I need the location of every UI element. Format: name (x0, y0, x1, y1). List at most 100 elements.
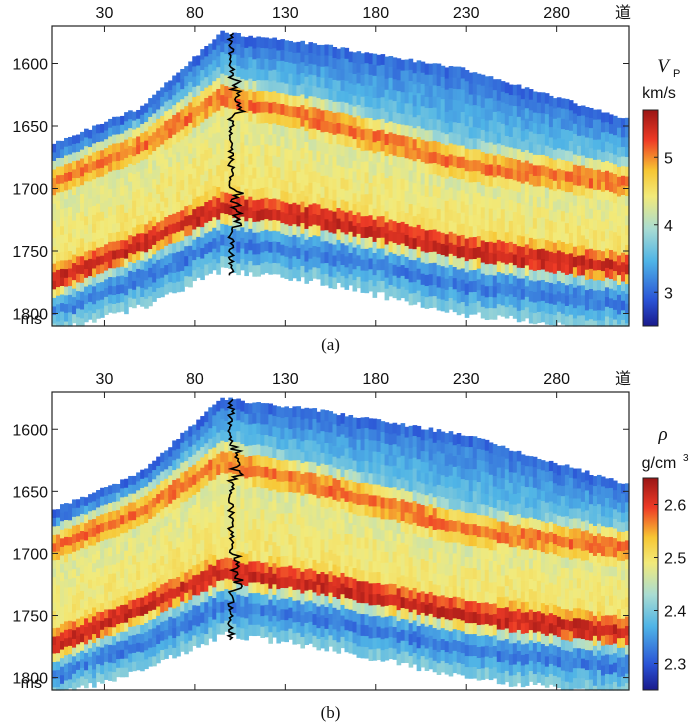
heatmap-cell (352, 535, 358, 548)
heatmap-cell (532, 102, 538, 114)
heatmap-cell (316, 411, 322, 424)
heatmap-cell (124, 586, 129, 597)
heatmap-cell (384, 56, 390, 69)
heatmap-cell (144, 196, 149, 207)
heatmap-cell (68, 224, 73, 235)
heatmap-cell (216, 241, 221, 253)
heatmap-cell (68, 189, 73, 199)
heatmap-cell (316, 563, 322, 575)
heatmap-cell (512, 106, 518, 118)
heatmap-cell (624, 166, 630, 178)
heatmap-cell (392, 166, 398, 179)
heatmap-cell (192, 424, 197, 436)
heatmap-cell (564, 264, 570, 276)
heatmap-cell (304, 633, 310, 646)
heatmap-cell (72, 577, 77, 588)
heatmap-cell (304, 239, 310, 252)
heatmap-cell (60, 675, 65, 685)
heatmap-cell (468, 193, 474, 205)
heatmap-cell (272, 198, 277, 210)
heatmap-cell (372, 440, 378, 453)
heatmap-cell (488, 263, 494, 276)
heatmap-cell (624, 176, 630, 187)
heatmap-cell (232, 32, 237, 45)
heatmap-cell (108, 127, 113, 138)
heatmap-cell (292, 611, 298, 623)
heatmap-cell (596, 149, 602, 161)
heatmap-cell (172, 164, 177, 175)
heatmap-cell (124, 658, 129, 669)
heatmap-cell (456, 235, 462, 248)
heatmap-cell (256, 444, 261, 456)
heatmap-cell (472, 116, 478, 128)
heatmap-cell (360, 216, 366, 228)
heatmap-cell (52, 255, 57, 265)
heatmap-cell (52, 517, 57, 528)
heatmap-cell (108, 197, 113, 208)
heatmap-cell (188, 122, 193, 134)
heatmap-cell (352, 280, 358, 292)
heatmap-cell (200, 164, 205, 176)
heatmap-cell (244, 199, 249, 212)
heatmap-cell (164, 573, 169, 584)
heatmap-cell (288, 171, 294, 183)
heatmap-cell (56, 287, 61, 297)
heatmap-cell (124, 541, 129, 552)
heatmap-cell (228, 483, 233, 495)
heatmap-cell (260, 435, 265, 447)
heatmap-cell (344, 523, 350, 535)
heatmap-cell (268, 545, 273, 557)
heatmap-cell (128, 154, 133, 165)
heatmap-cell (472, 105, 478, 117)
heatmap-cell (164, 245, 169, 257)
heatmap-cell (196, 257, 201, 268)
heatmap-cell (240, 121, 245, 133)
heatmap-cell (76, 291, 81, 301)
heatmap-cell (216, 230, 221, 243)
heatmap-cell (344, 501, 350, 514)
heatmap-cell (112, 214, 117, 225)
heatmap-cell (96, 230, 101, 240)
heatmap-cell (272, 573, 277, 585)
heatmap-cell (344, 124, 350, 137)
heatmap-cell (244, 532, 249, 544)
heatmap-cell (404, 169, 410, 181)
heatmap-cell (68, 286, 73, 296)
heatmap-cell (84, 618, 89, 628)
heatmap-cell (424, 230, 430, 243)
heatmap-cell (356, 137, 362, 149)
heatmap-cell (620, 252, 626, 263)
heatmap-cell (188, 589, 193, 601)
heatmap-cell (520, 236, 526, 248)
heatmap-cell (516, 127, 522, 140)
heatmap-cell (560, 241, 566, 253)
heatmap-cell (88, 519, 93, 529)
heatmap-cell (112, 528, 117, 539)
heatmap-cell (132, 280, 137, 291)
heatmap-cell (104, 521, 109, 532)
heatmap-cell (320, 263, 326, 275)
heatmap-cell (244, 156, 249, 168)
heatmap-cell (124, 167, 129, 177)
heatmap-cell (356, 646, 362, 658)
heatmap-cell (284, 94, 290, 106)
heatmap-cell (72, 254, 77, 264)
heatmap-cell (580, 225, 586, 237)
heatmap-cell (408, 271, 414, 283)
heatmap-cell (216, 538, 221, 550)
heatmap-cell (336, 112, 342, 124)
heatmap-cell (276, 50, 281, 62)
heatmap-cell (172, 272, 177, 284)
heatmap-cell (268, 81, 273, 93)
heatmap-cell (364, 128, 370, 141)
heatmap-cell (592, 310, 598, 322)
heatmap-cell (236, 485, 241, 498)
heatmap-cell (528, 163, 534, 175)
heatmap-cell (64, 646, 69, 656)
heatmap-cell (148, 182, 153, 194)
heatmap-cell (204, 496, 209, 508)
heatmap-cell (180, 542, 185, 553)
heatmap-cell (304, 622, 310, 635)
heatmap-cell (232, 516, 237, 529)
heatmap-cell (452, 111, 458, 123)
